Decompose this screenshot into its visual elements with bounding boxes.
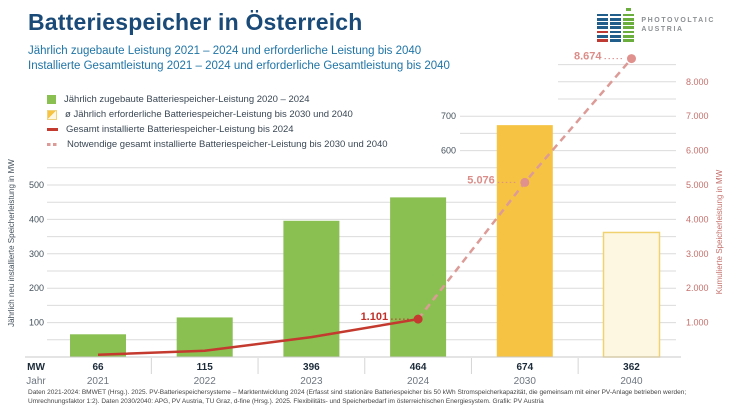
green-square-icon [47, 95, 56, 104]
right-axis-tick-label: 6.000 [686, 146, 709, 156]
legend-label: Gesamt installierte Batteriespeicher-Lei… [66, 124, 294, 135]
left-axis-tick-label: 500 [29, 180, 44, 190]
bar-value-label: 396 [303, 362, 320, 373]
chart-subtitle: Jährlich zugebaute Leistung 2021 – 2024 … [28, 44, 450, 74]
legend-item: Jährlich zugebaute Batteriespeicher-Leis… [47, 92, 388, 107]
bar-2040 [602, 231, 661, 358]
legend-item: ø Jährlich erforderliche Batteriespeiche… [47, 107, 388, 122]
left-axis-tick-label: 300 [29, 249, 44, 259]
left-axis-tick-label: 700 [441, 111, 456, 121]
year-label: 2023 [300, 376, 323, 387]
right-axis-tick-label: 1.000 [686, 318, 709, 328]
left-axis-tick-label: 100 [29, 318, 44, 328]
logo-text-line2: AUSTRIA [641, 26, 684, 34]
right-axis-tick-label: 2.000 [686, 283, 709, 293]
year-label: 2022 [194, 376, 217, 387]
photovoltaic-austria-logo: PHOTOVOLTAIC AUSTRIA [597, 8, 715, 43]
pink-dashed-line-icon [47, 143, 59, 146]
bar-value-label: 674 [516, 362, 533, 373]
left-axis-title: Jährlich neu installierte Speicherleistu… [7, 159, 16, 327]
left-axis-tick-label: 400 [29, 214, 44, 224]
cumulative-line [97, 317, 419, 356]
unit-row-label: MW [27, 362, 45, 373]
value-annotation: 5.076 [467, 174, 495, 186]
value-annotation: 1.101 [361, 311, 389, 323]
logo-wordmark: PHOTOVOLTAIC AUSTRIA [641, 16, 715, 34]
bar-value-label: 66 [92, 362, 104, 373]
year-row-label: Jahr [26, 376, 46, 387]
bar-value-label: 362 [623, 362, 640, 373]
data-point-dot [627, 54, 636, 64]
bar-value-label: 115 [197, 362, 214, 373]
legend-label: Notwendige gesamt installierte Batteries… [67, 139, 388, 150]
footnote-line-1: Daten 2021-2024: BMWET (Hrsg.). 2025. PV… [28, 389, 687, 396]
yellow-diagonal-square-icon [47, 109, 57, 120]
chart-legend: Jährlich zugebaute Batteriespeicher-Leis… [47, 92, 388, 152]
subtitle-line-1: Jährlich zugebaute Leistung 2021 – 2024 … [28, 45, 422, 57]
right-axis-tick-label: 3.000 [686, 249, 709, 259]
legend-item: Gesamt installierte Batteriespeicher-Lei… [47, 122, 388, 137]
year-label: 2024 [407, 376, 430, 387]
bar-2021 [70, 334, 126, 357]
page-title: Batteriespeicher in Österreich [28, 9, 363, 35]
data-point-dot [520, 177, 530, 187]
year-label: 2030 [514, 376, 537, 387]
legend-item: Notwendige gesamt installierte Batteries… [47, 137, 388, 152]
left-axis-tick-label: 600 [441, 146, 456, 156]
right-axis-title: Kumulierte Speicherleistung in MW [715, 169, 724, 294]
data-point-dot [413, 314, 423, 324]
source-footnote: Daten 2021-2024: BMWET (Hrsg.). 2025. PV… [28, 388, 710, 407]
logo-text-line1: PHOTOVOLTAIC [641, 17, 715, 25]
year-label: 2021 [87, 376, 110, 387]
right-axis-tick-label: 4.000 [686, 214, 709, 224]
right-axis-tick-label: 7.000 [686, 111, 709, 121]
bar-2024 [390, 197, 447, 357]
right-axis-tick-label: 5.000 [686, 180, 709, 190]
legend-label: ø Jährlich erforderliche Batteriespeiche… [65, 109, 353, 120]
bar-value-label: 464 [410, 362, 427, 373]
subtitle-line-2: Installierte Gesamtleistung 2021 – 2024 … [28, 60, 450, 72]
value-annotation: 8.674 [574, 51, 602, 63]
legend-label: Jährlich zugebaute Batteriespeicher-Leis… [64, 94, 310, 105]
red-line-icon [47, 128, 58, 131]
footnote-line-2: Umrechnungsfaktor 1:2). Daten 2030/2040:… [28, 398, 544, 406]
right-axis-tick-label: 8.000 [686, 77, 709, 87]
year-label: 2040 [620, 376, 643, 387]
left-axis-tick-label: 200 [29, 283, 44, 293]
battery-stripes-icon [597, 8, 635, 43]
bar-2030 [496, 125, 553, 357]
